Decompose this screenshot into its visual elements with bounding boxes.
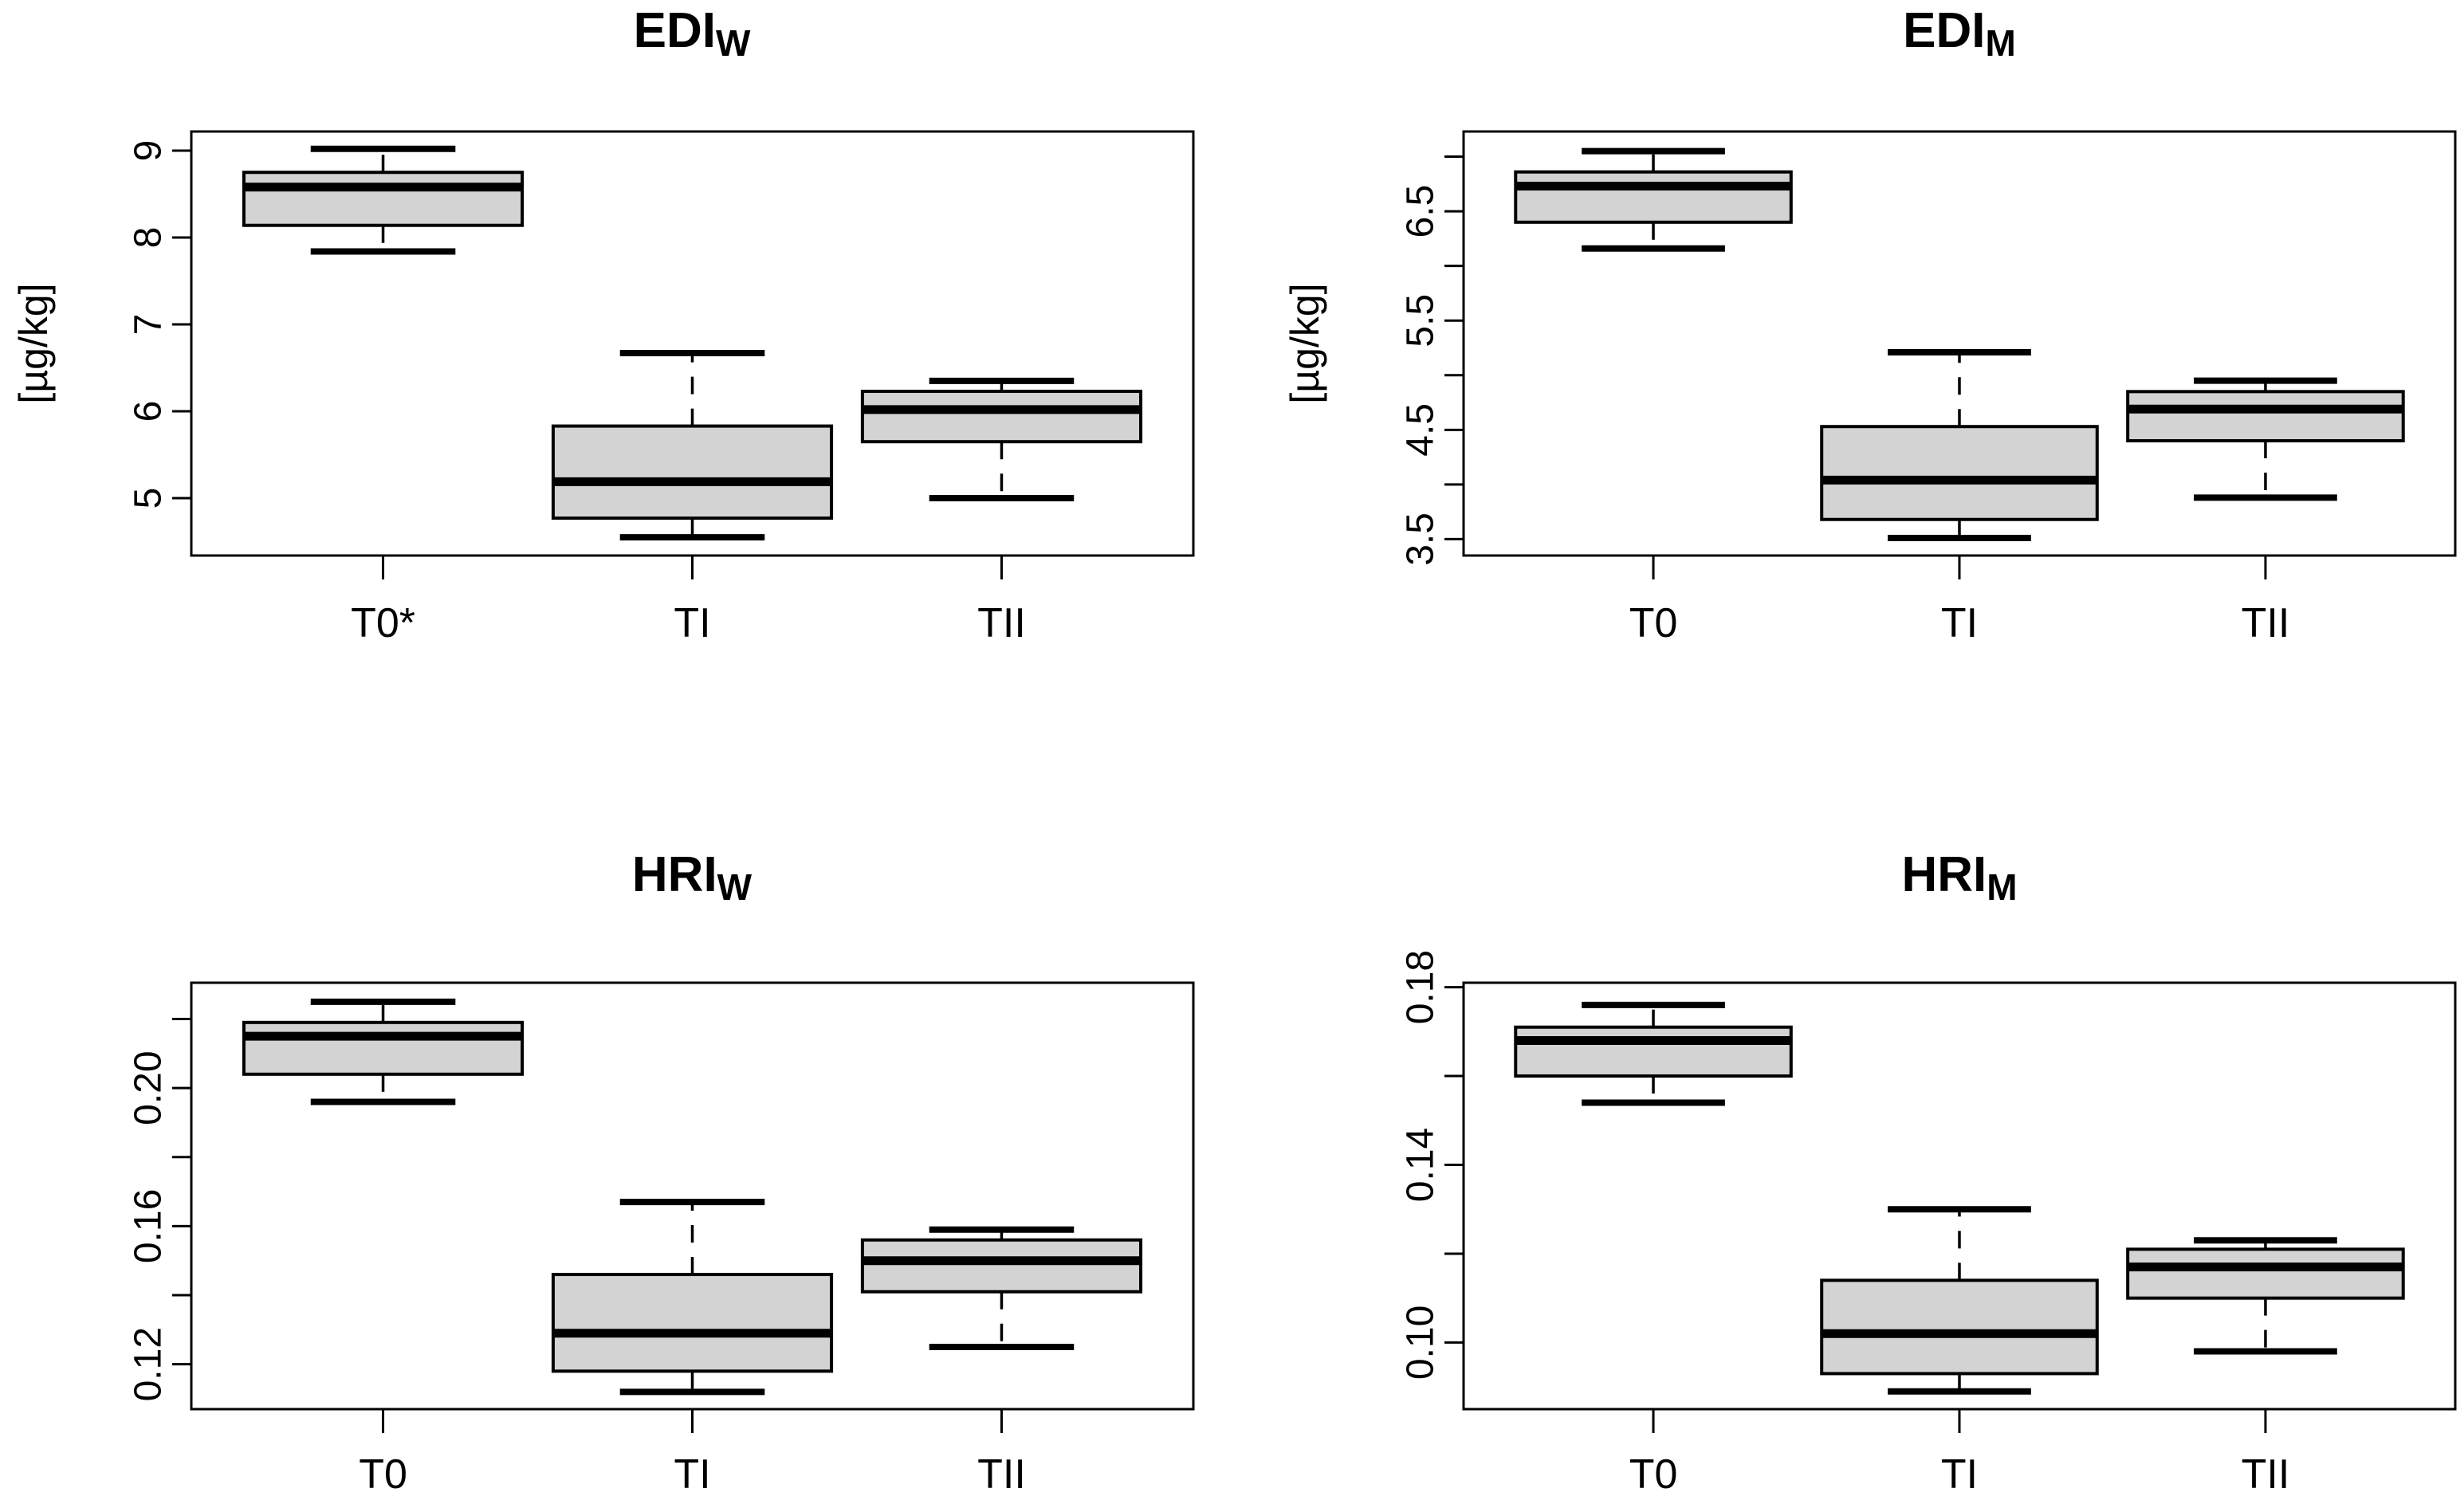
boxplot-svg-edi-w: 5 6 7 8 9 T0* TI TII [128,130,1195,646]
boxplot-svg-hri-m: 0.10 0.14 0.18 T0 TI TII [1400,950,2457,1498]
x-category-label-tii: TII [977,1451,1026,1498]
iqr-box-t0 [1514,170,1793,224]
iqr-box-ti [1820,425,2099,521]
y-tick-label: 3.5 [1400,512,1442,566]
x-category-label-ti: TI [1941,600,1978,646]
y-tick-label: 0.14 [1400,1128,1442,1202]
x-category-label-t0: T0 [1629,1451,1678,1498]
iqr-box-ti [1820,1278,2099,1376]
x-category-label-t0: T0 [1629,600,1678,646]
y-tick-label: 6 [128,401,170,422]
y-tick-label: 0.12 [128,1327,170,1401]
iqr-box-ti [551,424,834,520]
panel-edi-w: EDIW [µg/kg] 5 6 7 8 9 T0* TI TII [0,0,1232,750]
panel-hri-m: HRIM 0.10 0.14 0.18 T0 TI TII [1232,750,2464,1500]
x-category-label-tii: TII [977,600,1026,646]
iqr-box-tii [2126,1247,2405,1300]
x-category-label-t0: T0* [351,600,415,646]
y-tick-label: 6.5 [1400,185,1442,238]
chart-title-hri-w: HRIW [632,850,752,912]
iqr-box-t0 [1514,1025,1793,1078]
x-category-label-tii: TII [2242,1451,2290,1498]
x-category-label-t0: T0 [359,1451,407,1498]
iqr-box-tii [860,1238,1143,1294]
y-tick-label: 0.10 [1400,1306,1442,1380]
x-category-label-ti: TI [674,600,710,646]
y-tick-label: 5.5 [1400,294,1442,348]
chart-title-edi-w: EDIW [634,6,751,68]
y-tick-label: 0.20 [128,1050,170,1125]
chart-title-hri-m: HRIM [1901,850,2017,912]
y-tick-label: 0.16 [128,1189,170,1263]
y-tick-label: 7 [128,314,170,336]
iqr-box-t0 [242,171,525,227]
chart-title-subscript: W [715,22,751,65]
iqr-box-t0 [242,1020,525,1076]
y-tick-label: 4.5 [1400,403,1442,457]
chart-title-text: EDI [1903,3,1986,58]
chart-title-text: EDI [633,3,716,58]
y-tick-label: 8 [128,227,170,249]
panel-hri-w: HRIW 0.12 0.16 0.20 T0 TI TII [0,750,1232,1500]
iqr-box-ti [551,1273,834,1373]
chart-title-subscript: W [717,866,753,909]
boxplot-svg-hri-w: 0.12 0.16 0.20 T0 TI TII [128,981,1195,1498]
x-category-label-tii: TII [2242,600,2290,646]
y-tick-label: 0.18 [1400,950,1442,1024]
chart-title-subscript: M [1987,866,2018,909]
panel-edi-m: EDIM [µg/kg] 3.5 4.5 5.5 6.5 T0 TI TII [1232,0,2464,750]
y-tick-label: 5 [128,488,170,509]
chart-title-text: HRI [1901,847,1987,902]
x-category-label-ti: TI [674,1451,710,1498]
chart-title-text: HRI [631,847,717,902]
chart-title-subscript: M [1985,22,2016,65]
iqr-box-tii [2126,390,2405,443]
boxplot-svg-edi-m: 3.5 4.5 5.5 6.5 T0 TI TII [1400,130,2457,646]
x-category-label-ti: TI [1941,1451,1978,1498]
y-tick-label: 9 [128,140,170,162]
chart-title-edi-m: EDIM [1903,6,2016,68]
iqr-box-tii [860,389,1143,444]
